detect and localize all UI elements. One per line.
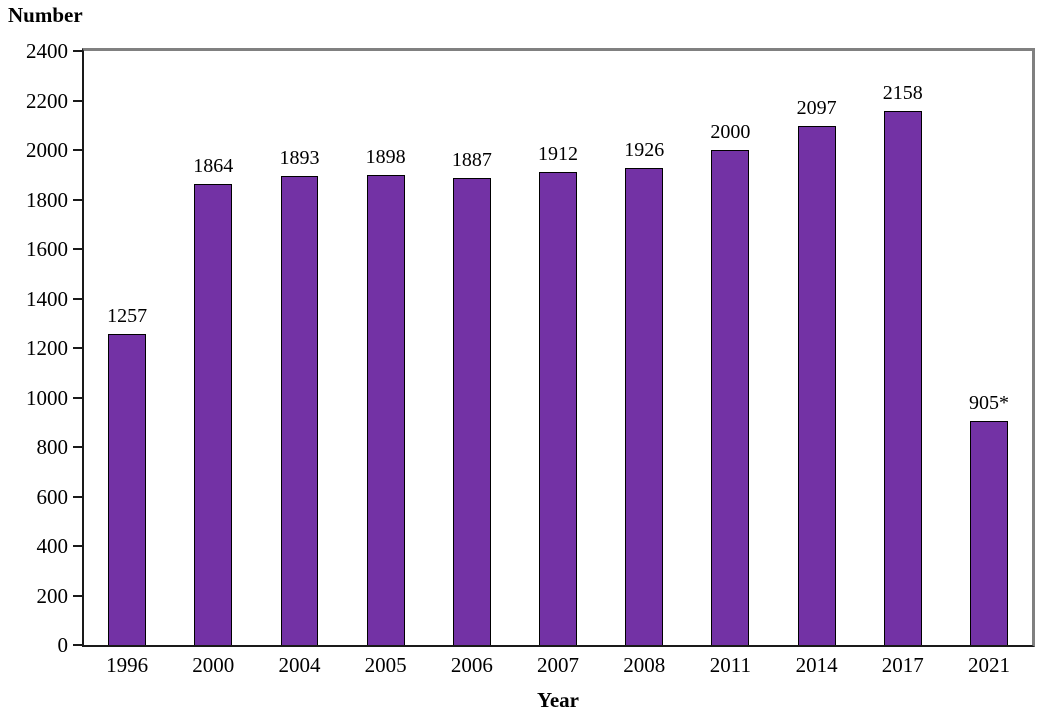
bar-category-2021: 905*	[946, 392, 1032, 645]
y-axis-tick	[73, 248, 82, 250]
y-tick-label: 800	[36, 435, 69, 459]
bar-value-label: 905*	[968, 392, 1009, 415]
bar-value-label: 2000	[710, 121, 751, 143]
bar-value-label: 2097	[796, 97, 837, 119]
x-tick-label: 2006	[450, 653, 493, 677]
bar-category-2011: 2000	[687, 121, 773, 645]
y-axis-tick	[73, 50, 82, 52]
y-axis-tick	[73, 396, 82, 399]
y-axis-tick	[73, 149, 82, 151]
bar-category-2014: 2097	[774, 97, 860, 645]
x-axis-title: Year	[537, 688, 579, 712]
bar-category-2017: 2158	[860, 82, 946, 645]
x-tick-label: 2004	[278, 653, 321, 677]
y-tick-label: 600	[36, 484, 69, 509]
x-tick-label: 2014	[795, 653, 838, 677]
bar	[280, 176, 319, 645]
y-tick-label: 400	[36, 534, 69, 558]
bar	[539, 171, 577, 645]
y-tick-label: 1600	[26, 237, 68, 261]
y-tick-label: 1200	[26, 336, 68, 360]
y-tick-label: 1400	[26, 286, 68, 311]
x-tick-label: 2021	[967, 653, 1010, 677]
x-tick-label: 1996	[106, 653, 149, 677]
y-axis-tick	[73, 495, 82, 498]
bar-category-2006: 1887	[429, 149, 515, 645]
x-tick-label: 2007	[537, 653, 580, 677]
bar	[711, 150, 750, 645]
y-tick-label: 2400	[26, 39, 68, 63]
bar-value-label: 1912	[538, 142, 579, 165]
bar-value-label: 1864	[193, 154, 234, 177]
plot-area: 0 200 400 600 800 1000 1200 1400 1600 1800 2000 220…	[26, 39, 1035, 657]
y-axis-tick	[73, 198, 82, 201]
y-axis-tick	[73, 99, 82, 102]
y-tick-label: 0	[57, 633, 69, 657]
x-tick-label: 2017	[881, 653, 924, 677]
y-axis-tick	[73, 644, 82, 646]
bar-value-label: 1893	[279, 147, 320, 170]
bar-category-2000: 1864	[170, 155, 256, 645]
bar-value-label: 1926	[624, 139, 665, 162]
x-tick-label: 2008	[623, 653, 666, 677]
bar-value-label: 1257	[107, 304, 148, 327]
bar	[970, 421, 1008, 645]
y-axis-tick	[73, 594, 82, 597]
y-tick-label: 2000	[26, 138, 68, 162]
bar-category-2005: 1898	[343, 146, 429, 645]
bar-category-2007: 1912	[515, 143, 601, 645]
bar	[194, 183, 233, 645]
bar-category-2008: 1926	[601, 139, 687, 645]
bar	[797, 126, 836, 645]
x-tick-label: 2000	[192, 653, 235, 677]
bar	[625, 168, 664, 645]
bar-category-2004: 1893	[256, 147, 342, 645]
y-axis-tick	[73, 297, 82, 300]
bar-category-1996: 1257	[84, 305, 170, 645]
x-tick-label: 2011	[709, 653, 752, 677]
bar-value-label: 2158	[882, 81, 923, 104]
y-axis-tick	[73, 545, 82, 547]
bar	[883, 110, 922, 645]
y-tick-label: 2200	[26, 88, 68, 113]
x-axis-labels: 1996 2000 2004 2005 2006 2007 2008 2011 2014 2017…	[84, 653, 1032, 678]
y-tick-label: 200	[36, 583, 69, 608]
y-tick-label: 1000	[26, 385, 68, 410]
bars-container: 1257 1864 1893 1898 1887 1912 1926 2000 2097 2158…	[84, 51, 1032, 645]
y-tick-label: 1800	[26, 187, 68, 212]
bar	[108, 333, 147, 645]
bar	[366, 175, 405, 645]
bar	[452, 177, 491, 645]
bar-value-label: 1898	[365, 146, 406, 169]
x-tick-label: 2005	[364, 653, 407, 677]
y-axis-tick	[73, 446, 82, 448]
y-axis-tick	[73, 347, 82, 349]
bar-value-label: 1887	[451, 148, 492, 171]
y-axis-title: Number	[8, 3, 83, 27]
